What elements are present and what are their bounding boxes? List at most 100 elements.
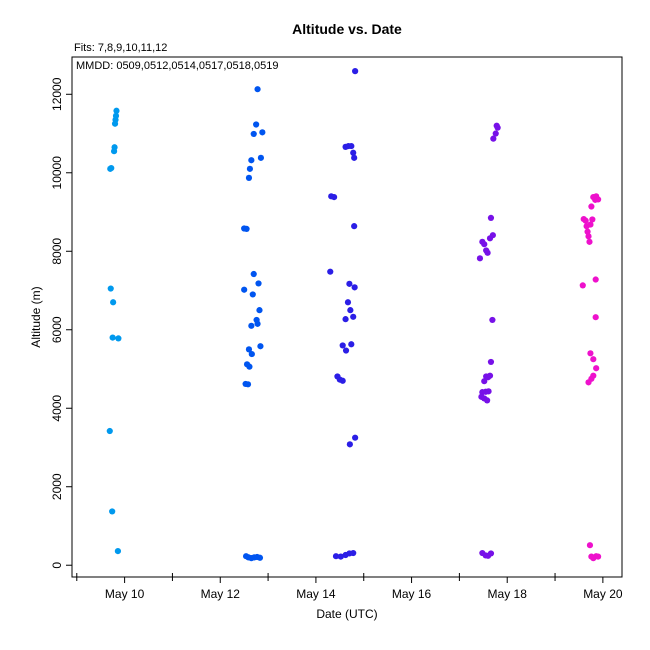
data-point-s2-22 (346, 441, 353, 448)
y-axis: 0 2000 4000 6000 8000 10000 12000 (50, 77, 72, 569)
data-point-s1-7 (254, 86, 261, 93)
data-point-s2-10 (346, 280, 353, 287)
data-point-s2-5 (350, 149, 357, 156)
data-point-s4-16 (587, 350, 594, 357)
data-point-s2-9 (327, 268, 334, 275)
data-point-s2-16 (339, 342, 346, 349)
data-point-s4-14 (592, 276, 599, 283)
x-tick-label-1: May 12 (201, 587, 241, 601)
data-point-s0-6 (112, 112, 120, 119)
data-point-s0-1 (108, 164, 115, 172)
y-tick-label-0: 0 (50, 562, 64, 569)
x-tick-label-5: May 20 (583, 587, 623, 601)
plot-frame (71, 56, 623, 578)
data-point-s3-13 (487, 358, 495, 366)
data-point-s2-11 (351, 284, 358, 291)
data-point-s0-3 (111, 144, 118, 151)
data-point-s4-4 (585, 233, 592, 240)
data-point-s0-13 (109, 508, 116, 515)
data-point-s2-18 (348, 341, 355, 348)
mmdd-note: MMDD: 0509,0512,0514,0517,0518,0519 (76, 60, 278, 72)
data-point-s0-12 (106, 427, 113, 435)
data-point-s3-27 (487, 550, 495, 557)
data-point-s1-5 (250, 130, 257, 138)
y-tick-label-1: 2000 (50, 473, 64, 500)
data-point-s3-4 (484, 249, 491, 256)
flights-note: Fits: 7,8,9,10,11,12 (74, 42, 167, 54)
data-point-s4-13 (579, 282, 586, 289)
data-point-s2-23 (352, 434, 359, 441)
data-point-s0-7 (113, 107, 120, 114)
data-point-s3-11 (494, 124, 501, 131)
data-point-s0-9 (110, 299, 117, 306)
data-point-s4-26 (594, 553, 602, 560)
data-point-s1-10 (241, 286, 248, 293)
data-point-s1-1 (243, 225, 250, 232)
data-point-s0-8 (107, 285, 114, 292)
data-point-s1-18 (245, 346, 253, 353)
data-point-s0-14 (114, 547, 122, 555)
data-point-s2-25 (337, 553, 344, 560)
x-tick-label-4: May 18 (488, 587, 528, 601)
data-point-s1-9 (259, 129, 266, 136)
data-point-s2-6 (351, 154, 358, 161)
data-point-s3-12 (489, 316, 496, 324)
data-point-s3-6 (489, 232, 496, 239)
data-point-s4-5 (586, 238, 593, 245)
data-point-s1-30 (256, 554, 264, 561)
data-point-s2-1 (330, 194, 338, 201)
x-axis-label: Date (UTC) (316, 607, 377, 621)
y-axis-label: Altitude (m) (29, 286, 43, 347)
data-point-s1-11 (250, 270, 257, 278)
data-point-s1-17 (248, 322, 255, 329)
data-point-s4-1 (582, 217, 589, 224)
data-point-s2-24 (332, 553, 340, 560)
data-point-s4-21 (585, 379, 592, 386)
data-point-s3-8 (490, 135, 497, 142)
data-point-s1-20 (257, 343, 264, 350)
y-tick-label-3: 6000 (50, 316, 64, 343)
data-point-s2-15 (350, 313, 357, 320)
x-tick-label-2: May 14 (296, 587, 336, 601)
y-tick-label-2: 4000 (50, 395, 64, 422)
data-point-s1-3 (246, 165, 254, 172)
data-point-s1-13 (255, 280, 262, 287)
x-tick-label-3: May 16 (392, 587, 432, 601)
data-point-s2-13 (347, 307, 354, 314)
data-point-s1-16 (254, 320, 261, 327)
data-point-s0-11 (115, 335, 122, 342)
data-point-s4-7 (589, 216, 596, 223)
data-point-s3-20 (485, 388, 492, 395)
data-point-s1-22 (246, 363, 253, 370)
chart-title: Altitude vs. Date (292, 21, 402, 37)
data-point-s2-4 (348, 142, 355, 150)
data-point-s3-23 (484, 397, 491, 404)
data-point-s2-14 (342, 316, 349, 323)
data-point-s1-12 (249, 291, 256, 298)
data-point-s3-17 (481, 378, 488, 385)
data-point-s4-6 (587, 221, 594, 228)
data-point-s4-3 (584, 228, 591, 235)
data-point-s2-12 (344, 299, 352, 306)
data-point-s3-2 (481, 241, 488, 248)
data-point-s1-14 (256, 307, 263, 314)
data-point-s2-28 (350, 549, 357, 557)
data-point-s4-8 (588, 203, 595, 210)
data-point-s1-6 (253, 121, 260, 128)
x-tick-label-0: May 10 (105, 587, 145, 601)
y-tick-label-6: 12000 (50, 77, 64, 111)
data-point-s0-10 (109, 334, 116, 341)
data-point-s3-0 (476, 255, 484, 262)
data-points (106, 68, 602, 562)
data-point-s2-8 (351, 223, 358, 230)
data-point-s4-18 (593, 365, 600, 372)
data-point-s3-7 (487, 214, 495, 222)
x-axis: May 10 May 12 May 14 May 16 May 18 May 20 (76, 573, 623, 601)
data-point-s4-12 (594, 196, 602, 203)
y-tick-label-4: 8000 (50, 238, 64, 265)
data-point-s3-9 (492, 130, 499, 137)
y-tick-label-5: 10000 (50, 156, 64, 190)
data-point-s4-22 (586, 542, 594, 549)
data-point-s3-16 (486, 372, 494, 379)
data-point-s2-7 (352, 68, 359, 75)
